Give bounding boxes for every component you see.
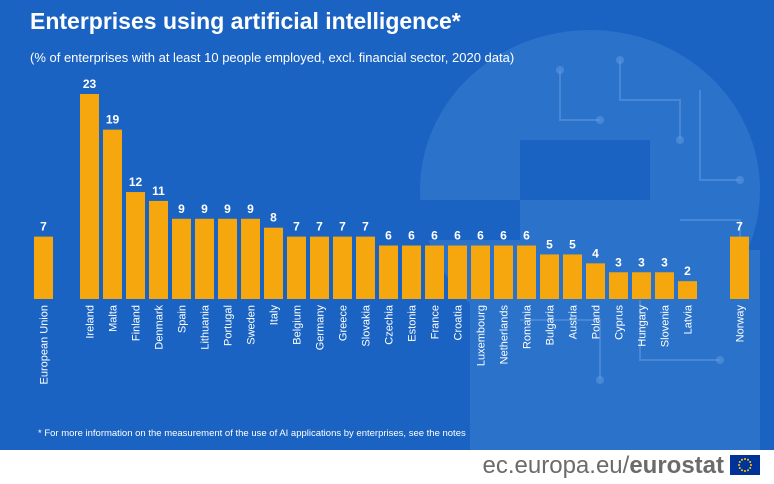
- bar-germany: [310, 236, 329, 299]
- category-label: Ireland: [85, 305, 97, 339]
- category-label: Slovenia: [660, 304, 672, 347]
- category-label: Czechia: [384, 304, 396, 345]
- category-label: Poland: [591, 305, 603, 339]
- chart-subtitle: (% of enterprises with at least 10 peopl…: [30, 50, 515, 65]
- data-label: 7: [293, 220, 300, 234]
- data-label: 23: [83, 77, 97, 91]
- data-label: 6: [500, 229, 507, 243]
- site-brand: eurostat: [629, 452, 724, 479]
- bar-cyprus: [609, 272, 628, 299]
- data-label: 3: [661, 255, 668, 269]
- category-label: Denmark: [154, 305, 166, 350]
- bar-norway: [730, 236, 749, 299]
- data-label: 6: [523, 229, 530, 243]
- bar-ireland: [80, 94, 99, 299]
- category-label: Netherlands: [499, 305, 511, 365]
- data-label: 7: [362, 220, 369, 234]
- category-label: Finland: [131, 305, 143, 341]
- data-label: 6: [431, 229, 438, 243]
- data-label: 7: [316, 220, 323, 234]
- eurostat-website-link[interactable]: ec.europa.eu/eurostat: [483, 452, 724, 480]
- footer: ec.europa.eu/eurostat: [0, 450, 774, 484]
- bar-belgium: [287, 236, 306, 299]
- bar-spain: [172, 218, 191, 299]
- category-label: European Union: [39, 305, 51, 385]
- data-label: 19: [106, 113, 120, 127]
- site-prefix: ec.europa.eu/: [482, 452, 630, 479]
- bar-romania: [517, 245, 536, 299]
- category-label: France: [430, 305, 442, 339]
- data-label: 6: [385, 229, 392, 243]
- category-label: Luxembourg: [476, 305, 488, 366]
- data-label: 9: [178, 202, 185, 216]
- data-label: 9: [247, 202, 254, 216]
- bar-estonia: [402, 245, 421, 299]
- bar-european-union: [34, 236, 53, 299]
- category-label: Norway: [735, 305, 747, 343]
- data-label: 5: [569, 237, 576, 251]
- bar-portugal: [218, 218, 237, 299]
- category-label: Slovakia: [361, 304, 373, 346]
- data-label: 7: [339, 220, 346, 234]
- category-label: Bulgaria: [545, 304, 557, 345]
- bar-slovakia: [356, 236, 375, 299]
- category-label: Greece: [338, 305, 350, 341]
- bar-hungary: [632, 272, 651, 299]
- category-label: Germany: [315, 305, 327, 351]
- bar-greece: [333, 236, 352, 299]
- data-label: 12: [129, 175, 143, 189]
- category-label: Romania: [522, 304, 534, 349]
- category-label: Spain: [177, 305, 189, 333]
- bar-slovenia: [655, 272, 674, 299]
- bar-lithuania: [195, 218, 214, 299]
- bar-denmark: [149, 200, 168, 299]
- data-label: 6: [454, 229, 461, 243]
- category-label: Latvia: [683, 304, 695, 334]
- category-label: Croatia: [453, 304, 465, 340]
- bar-bulgaria: [540, 254, 559, 299]
- footnote: * For more information on the measuremen…: [38, 428, 466, 439]
- bar-finland: [126, 192, 145, 299]
- data-label: 9: [201, 202, 208, 216]
- category-label: Belgium: [292, 305, 304, 345]
- chart-title: Enterprises using artificial intelligenc…: [30, 8, 461, 34]
- category-label: Hungary: [637, 305, 649, 347]
- data-label: 9: [224, 202, 231, 216]
- bar-luxembourg: [471, 245, 490, 299]
- chart-panel: Enterprises using artificial intelligenc…: [0, 0, 774, 450]
- data-label: 11: [152, 184, 165, 198]
- bar-france: [425, 245, 444, 299]
- category-label: Italy: [269, 305, 281, 326]
- bar-sweden: [241, 218, 260, 299]
- category-label: Malta: [108, 304, 120, 332]
- category-label: Estonia: [407, 304, 419, 342]
- eu-flag-icon: [730, 455, 760, 475]
- bar-malta: [103, 129, 122, 299]
- bar-croatia: [448, 245, 467, 299]
- data-label: 5: [546, 237, 553, 251]
- data-label: 7: [40, 220, 47, 234]
- category-label: Cyprus: [614, 305, 626, 340]
- bar-latvia: [678, 281, 697, 299]
- data-label: 8: [270, 211, 277, 225]
- bar-poland: [586, 263, 605, 299]
- data-label: 2: [684, 264, 691, 278]
- data-label: 3: [638, 255, 645, 269]
- bar-netherlands: [494, 245, 513, 299]
- bar-italy: [264, 227, 283, 299]
- data-label: 7: [736, 220, 743, 234]
- category-label: Lithuania: [200, 304, 212, 350]
- data-label: 6: [408, 229, 415, 243]
- bar-czechia: [379, 245, 398, 299]
- category-label: Portugal: [223, 305, 235, 346]
- data-label: 4: [592, 246, 599, 260]
- bar-austria: [563, 254, 582, 299]
- data-label: 3: [615, 255, 622, 269]
- category-label: Sweden: [246, 305, 258, 345]
- data-label: 6: [477, 229, 484, 243]
- category-label: Austria: [568, 304, 580, 339]
